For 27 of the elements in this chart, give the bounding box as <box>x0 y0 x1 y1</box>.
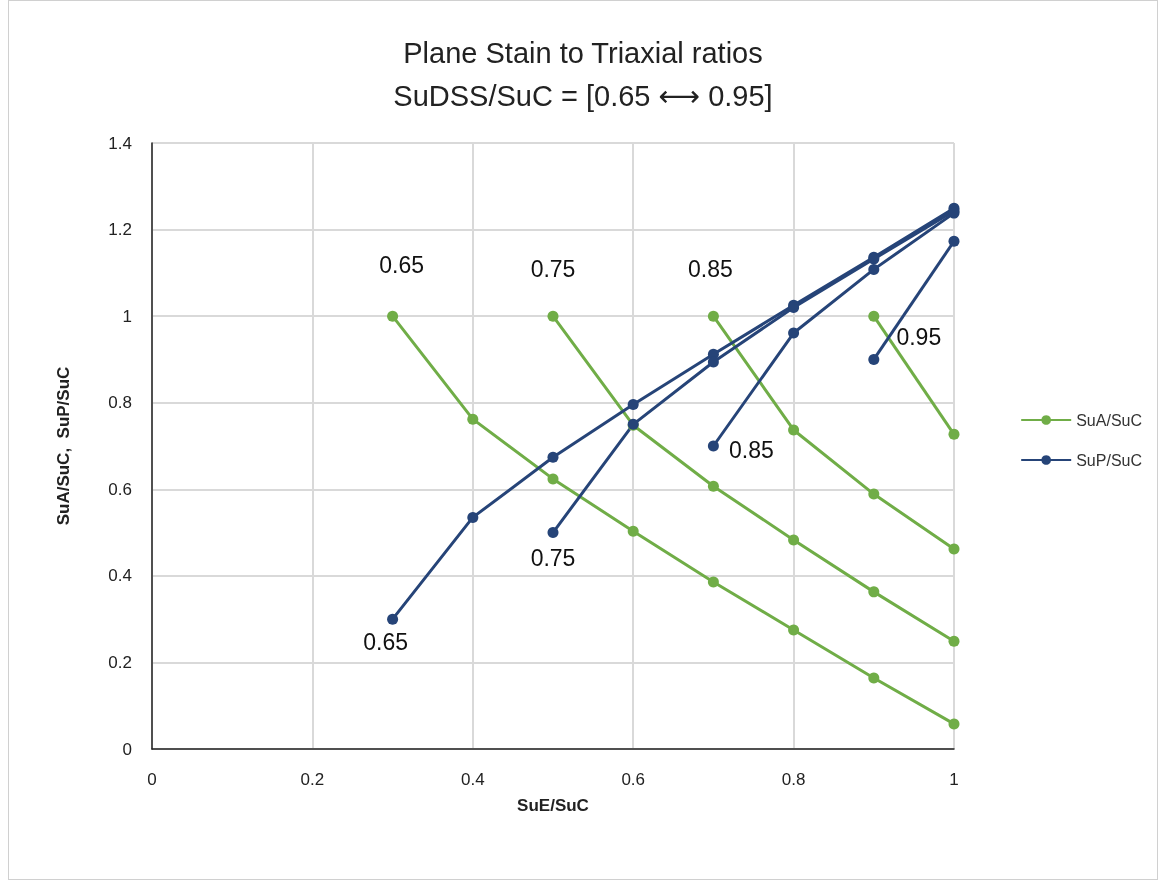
x-axis-title: SuE/SuC <box>517 796 589 815</box>
annotation: 0.85 <box>729 437 774 463</box>
annotation: 0.75 <box>530 544 576 571</box>
x-tick-label: 0 <box>147 770 157 789</box>
legend-label: SuA/SuC <box>1076 411 1142 429</box>
y-tick-label: 0.8 <box>108 393 132 413</box>
y-tick-label: 1.2 <box>108 220 132 240</box>
x-tick-label: 0.6 <box>621 770 646 789</box>
x-tick-label: 0.2 <box>300 770 325 789</box>
annotation: 0.85 <box>688 256 733 283</box>
annotation: 0.95 <box>896 324 942 351</box>
y-tick-label: 0.2 <box>108 652 132 672</box>
chart-subtitle: SuDSS/SuC = [0.65 ⟷ 0.95] <box>393 79 773 112</box>
y-tick-label: 1.4 <box>108 133 132 153</box>
y-tick-label: 1 <box>122 306 132 326</box>
legend-label: SuP/SuC <box>1076 451 1142 469</box>
y-tick-label: 0.6 <box>108 479 132 499</box>
x-tick-label: 0.8 <box>781 770 806 789</box>
annotation: 0.75 <box>530 256 576 283</box>
annotation: 0.65 <box>379 252 424 279</box>
y-axis-title: SuA/SuC, SuP/SuC <box>54 366 73 526</box>
y-tick-label: 0.4 <box>108 566 132 586</box>
x-tick-label: 1 <box>949 770 959 789</box>
y-tick-label: 0 <box>122 739 132 759</box>
chart-title: Plane Stain to Triaxial ratios <box>403 36 763 69</box>
x-tick-label: 0.4 <box>460 770 485 789</box>
annotation: 0.65 <box>363 629 408 656</box>
